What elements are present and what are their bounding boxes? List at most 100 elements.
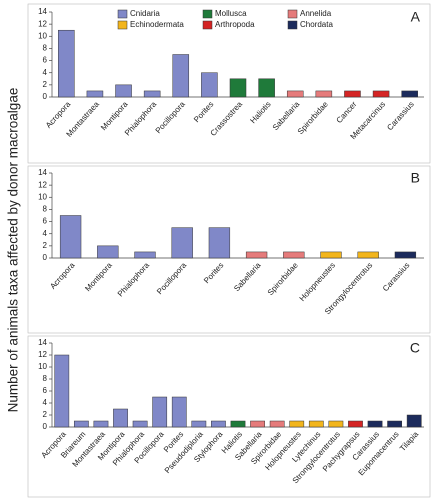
y-tick-label: 10 [38,192,47,201]
bar [93,420,109,428]
legend-swatch [202,20,213,30]
x-tick-label: Holopneustes [298,261,337,303]
bar [387,420,403,428]
y-tick-label: 6 [43,217,48,226]
bar [250,420,265,428]
x-tick-label: Pocillopora [155,260,189,296]
bar [172,54,190,98]
legend-swatch [117,20,128,30]
legend-label: Chordata [300,20,333,29]
bar [320,251,342,259]
y-tick-label: 12 [38,19,47,28]
bar [357,251,379,259]
y-tick-label: 14 [38,338,47,347]
x-tick-label: Pocillopora [154,99,188,135]
x-tick-label: Sabellaria [232,260,263,293]
panel-label: B [411,170,420,186]
bar [372,90,390,98]
x-tick-label: Spirorbidae [296,99,330,136]
panel-frame [27,335,431,498]
bar [283,251,305,259]
bar [289,420,305,428]
y-tick-label: 14 [38,168,47,177]
bar [286,90,304,98]
bar [54,354,70,428]
y-tick-label: 10 [38,31,47,40]
bar [171,396,187,428]
x-tick-label: Tilapia [398,429,421,453]
y-tick-label: 0 [43,253,48,262]
legend-swatch [202,9,213,19]
y-tick-label: 4 [43,68,48,77]
x-tick-label: Carassius [385,100,415,132]
y-axis-label: Number of animals taxa affected by donor… [6,88,21,413]
panel-label: C [410,340,420,356]
bar [230,420,246,428]
y-tick-label: 2 [43,80,48,89]
bar [201,72,218,98]
x-tick-label: Acropora [48,260,77,291]
bar [367,420,383,428]
x-tick-label: Montipora [99,99,130,132]
x-tick-label: Porites [192,100,215,125]
bar [348,420,363,428]
bar [171,227,193,259]
legend-swatch [287,20,298,30]
y-tick-label: 2 [43,241,48,250]
legend-label: Echinodermata [130,20,184,29]
y-tick-label: 8 [43,374,48,383]
legend-label: Cnidaria [130,9,160,18]
y-tick-label: 14 [38,7,47,16]
bar [73,420,89,428]
y-tick-label: 12 [38,350,47,359]
bar [132,420,148,428]
bar [245,251,268,259]
x-tick-label: Porites [202,261,225,286]
bar [115,84,132,98]
panel-frame [27,3,431,164]
x-tick-label: Sabellaria [271,99,302,132]
bar [134,251,156,259]
panel-label: A [411,9,421,25]
legend-swatch [287,9,298,19]
bar [97,245,119,259]
bar [328,420,344,428]
x-tick-label: Montipora [83,260,114,293]
bar [394,251,417,259]
y-tick-label: 0 [43,422,48,431]
bar [211,420,226,428]
bar [58,29,75,98]
bar [86,90,104,98]
bar [315,90,333,98]
x-tick-label: Cancer [335,99,359,124]
y-tick-label: 6 [43,386,48,395]
bar [191,420,207,428]
bar [344,90,361,98]
x-tick-label: Carassius [381,261,411,293]
x-tick-label: Spirorbidae [266,260,300,297]
bar [308,420,324,428]
y-tick-label: 10 [38,362,47,371]
y-tick-label: 2 [43,410,48,419]
bar [143,90,161,98]
x-tick-label: Acropora [44,99,73,130]
y-tick-label: 8 [43,44,48,53]
bar [258,78,275,98]
legend-label: Annelida [300,9,332,18]
bar [152,396,168,428]
bar [401,90,418,98]
bar [229,78,247,98]
legend-swatch [117,9,128,19]
y-tick-label: 4 [43,398,48,407]
y-tick-label: 8 [43,205,48,214]
y-tick-label: 6 [43,56,48,65]
y-tick-label: 12 [38,180,47,189]
panel-frame [27,165,431,334]
y-tick-label: 0 [43,92,48,101]
x-tick-label: Phialophora [116,260,152,298]
legend-label: Arthropoda [215,20,255,29]
bar [269,420,285,428]
bar [406,414,422,428]
bar [59,215,82,259]
y-tick-label: 4 [43,229,48,238]
